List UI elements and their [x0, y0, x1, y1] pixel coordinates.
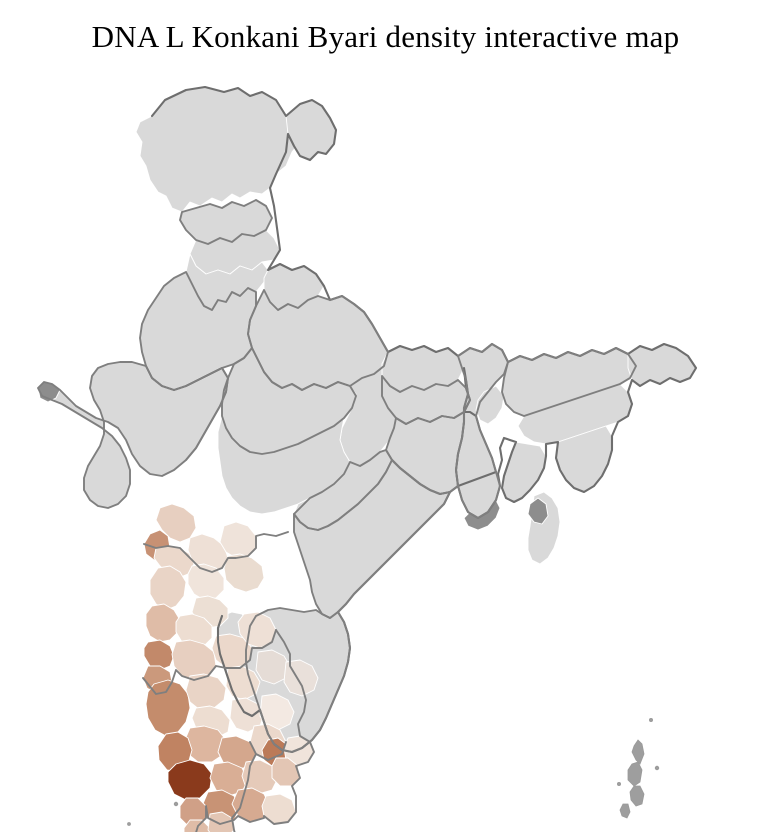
state-boundary-westbengal [455, 343, 509, 519]
state-boundary-goa-karnataka [142, 629, 277, 695]
district-region[interactable] [37, 361, 229, 509]
district-solapur[interactable] [223, 553, 265, 593]
island-little-andaman[interactable] [619, 803, 631, 819]
state-boundary-maharashtra [143, 531, 289, 573]
state-boundaries-layer [37, 85, 698, 832]
district-north-goa[interactable] [143, 639, 175, 671]
district-kannur[interactable] [183, 819, 211, 832]
island-dot[interactable] [173, 801, 179, 807]
page-title: DNA L Konkani Byari density interactive … [91, 19, 680, 54]
district-region[interactable] [501, 441, 547, 503]
district-sindhudurg[interactable] [145, 603, 181, 643]
district-satara[interactable] [187, 563, 225, 601]
district-dakshina-kannada[interactable] [167, 759, 213, 801]
district-dharwad[interactable] [185, 673, 227, 711]
india-choropleth-map[interactable] [0, 56, 771, 832]
district-region[interactable] [135, 86, 319, 213]
district-gadag[interactable] [225, 665, 261, 701]
state-boundary-assam [501, 347, 637, 417]
state-boundary-tamilnadu [245, 607, 351, 753]
state-boundary-ap [293, 459, 451, 619]
district-region-dark[interactable] [527, 497, 549, 525]
island-middle-andaman[interactable] [627, 761, 643, 787]
district-mandya[interactable] [241, 759, 279, 795]
island-dot[interactable] [649, 718, 654, 723]
island-south-andaman[interactable] [629, 785, 645, 807]
islands-layer [127, 718, 660, 826]
state-boundary-karnataka-east [195, 629, 315, 832]
district-chitradurga[interactable] [259, 693, 295, 731]
district-region[interactable] [247, 289, 389, 391]
island-dot[interactable] [654, 765, 660, 771]
base-states-layer [37, 86, 697, 753]
island-dot[interactable] [617, 782, 622, 787]
state-boundary-up [247, 289, 389, 391]
district-wayanad[interactable] [207, 811, 235, 832]
district-region[interactable] [475, 385, 505, 425]
state-boundary-jk [179, 199, 273, 245]
state-boundary-kerala-tamilnadu [231, 741, 287, 832]
state-boundary-jharkhand [381, 375, 471, 425]
district-ratnagiri[interactable] [149, 565, 187, 611]
island-dot[interactable] [127, 822, 131, 826]
state-boundary-gujarat [37, 361, 229, 509]
island-north-andaman[interactable] [631, 739, 645, 765]
state-boundary-rajasthan [139, 271, 257, 391]
india-map-svg[interactable] [0, 56, 771, 832]
